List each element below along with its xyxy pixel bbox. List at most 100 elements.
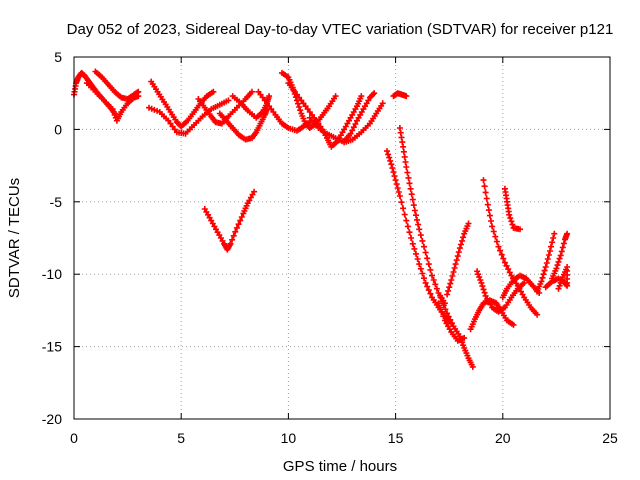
data-point xyxy=(384,148,390,155)
data-point xyxy=(370,91,377,98)
data-point xyxy=(419,270,426,277)
data-point xyxy=(442,306,449,313)
data-point xyxy=(237,217,244,224)
y-axis-label: SDTVAR / TECUs xyxy=(6,178,23,298)
data-point xyxy=(230,232,237,239)
data-point xyxy=(398,199,405,206)
data-point xyxy=(425,261,432,268)
data-point xyxy=(490,228,497,235)
data-point xyxy=(417,265,424,272)
data-point xyxy=(408,191,415,198)
data-point xyxy=(554,262,561,269)
data-point xyxy=(266,93,273,100)
data-point xyxy=(427,290,434,297)
data-point xyxy=(483,195,490,202)
x-tick-label: 20 xyxy=(495,430,511,446)
data-point xyxy=(498,251,505,258)
data-point xyxy=(238,214,245,220)
series-arc-29 xyxy=(542,275,571,291)
data-point xyxy=(461,334,468,341)
data-point xyxy=(501,259,508,266)
data-point xyxy=(390,169,397,176)
data-point xyxy=(227,240,234,247)
data-point xyxy=(438,308,445,315)
data-point xyxy=(551,230,558,237)
data-point xyxy=(111,111,118,118)
data-point xyxy=(232,228,239,235)
data-point xyxy=(432,281,439,288)
data-point xyxy=(459,237,466,244)
series-arc-14 xyxy=(341,90,378,144)
data-point xyxy=(481,183,488,190)
data-point xyxy=(448,277,455,283)
data-point xyxy=(474,268,481,275)
data-point xyxy=(492,233,499,240)
x-tick-label: 15 xyxy=(388,430,404,446)
data-point xyxy=(460,234,467,241)
data-point xyxy=(509,221,516,228)
data-point xyxy=(379,100,386,107)
data-point xyxy=(475,271,482,278)
data-point xyxy=(439,298,446,305)
data-point xyxy=(400,148,407,155)
data-point xyxy=(401,153,408,160)
data-point xyxy=(437,294,444,301)
data-point xyxy=(510,321,517,328)
data-point xyxy=(446,284,453,291)
y-tick-label: 5 xyxy=(54,49,62,65)
data-point xyxy=(352,121,359,127)
data-point xyxy=(405,174,412,181)
data-point xyxy=(542,264,549,270)
data-point xyxy=(416,261,423,268)
data-point xyxy=(393,181,400,188)
data-point xyxy=(392,177,399,184)
data-point xyxy=(394,185,401,191)
y-tick-label: -20 xyxy=(42,411,62,427)
data-point xyxy=(410,202,417,209)
data-point xyxy=(505,266,512,273)
data-point xyxy=(480,177,487,184)
data-point xyxy=(399,139,406,146)
y-tick-labels: 5 0 -5 -10 -15 -20 xyxy=(42,49,62,427)
data-point xyxy=(453,257,460,264)
data-point xyxy=(440,313,447,320)
data-point xyxy=(477,277,484,283)
data-point xyxy=(409,196,416,203)
data-point xyxy=(233,224,240,231)
data-point xyxy=(556,255,563,262)
data-point xyxy=(109,106,116,113)
data-point xyxy=(387,157,394,164)
data-point xyxy=(349,127,356,134)
data-point xyxy=(406,180,413,187)
data-point xyxy=(540,271,547,278)
data-point xyxy=(401,211,408,218)
data-point xyxy=(481,289,488,296)
data-point xyxy=(403,93,410,100)
series-arc-19 xyxy=(435,300,468,344)
series-arc-15 xyxy=(390,90,410,100)
chart-title: Day 052 of 2023, Sidereal Day-to-day VTE… xyxy=(67,21,614,38)
data-point xyxy=(482,189,489,196)
data-point xyxy=(429,272,435,279)
data-point xyxy=(507,215,514,222)
data-point xyxy=(249,88,255,95)
data-point xyxy=(417,232,424,239)
data-point xyxy=(550,235,557,241)
data-point xyxy=(358,93,365,100)
data-point xyxy=(484,201,491,208)
data-point xyxy=(465,220,472,227)
data-point xyxy=(447,280,454,287)
data-point xyxy=(450,269,457,275)
data-point xyxy=(488,218,494,224)
data-point xyxy=(495,243,502,250)
data-point xyxy=(445,313,452,320)
data-point xyxy=(421,243,427,250)
x-tick-label: 25 xyxy=(602,430,618,446)
data-point xyxy=(560,240,567,247)
data-point xyxy=(480,286,487,293)
plot-frame xyxy=(73,56,611,420)
data-point xyxy=(437,304,444,311)
data-point xyxy=(458,241,464,248)
data-point xyxy=(430,277,437,283)
data-point xyxy=(135,93,142,100)
